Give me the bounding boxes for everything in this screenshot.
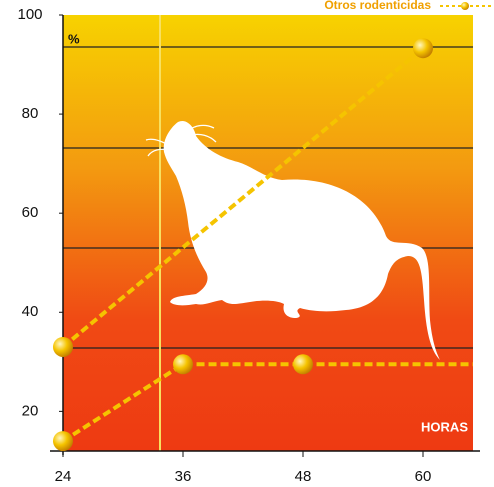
y-tick-label: 40 <box>22 303 39 320</box>
y-unit-label: % <box>68 31 80 46</box>
page: {"chart_data": {"type": "line", "y_unit_… <box>0 0 494 487</box>
x-tick-label: 48 <box>295 468 312 485</box>
point <box>53 431 73 451</box>
y-tick-label: 80 <box>22 105 39 122</box>
point <box>173 354 193 374</box>
point <box>53 337 73 357</box>
x-tick-label: 36 <box>175 468 192 485</box>
point <box>413 38 433 58</box>
legend-symbol <box>440 2 494 10</box>
chart: % HORAS Otros rodenticidas 20 40 60 80 100 24… <box>0 0 494 487</box>
y-tick-label: 100 <box>17 6 42 23</box>
x-tick-label: 24 <box>55 468 72 485</box>
x-axis-label: HORAS <box>421 419 468 434</box>
x-tick-label: 60 <box>415 468 432 485</box>
legend-label: Otros rodenticidas <box>324 0 431 12</box>
y-tick-label: 60 <box>22 204 39 221</box>
y-tick-label: 20 <box>22 402 39 419</box>
point <box>293 354 313 374</box>
